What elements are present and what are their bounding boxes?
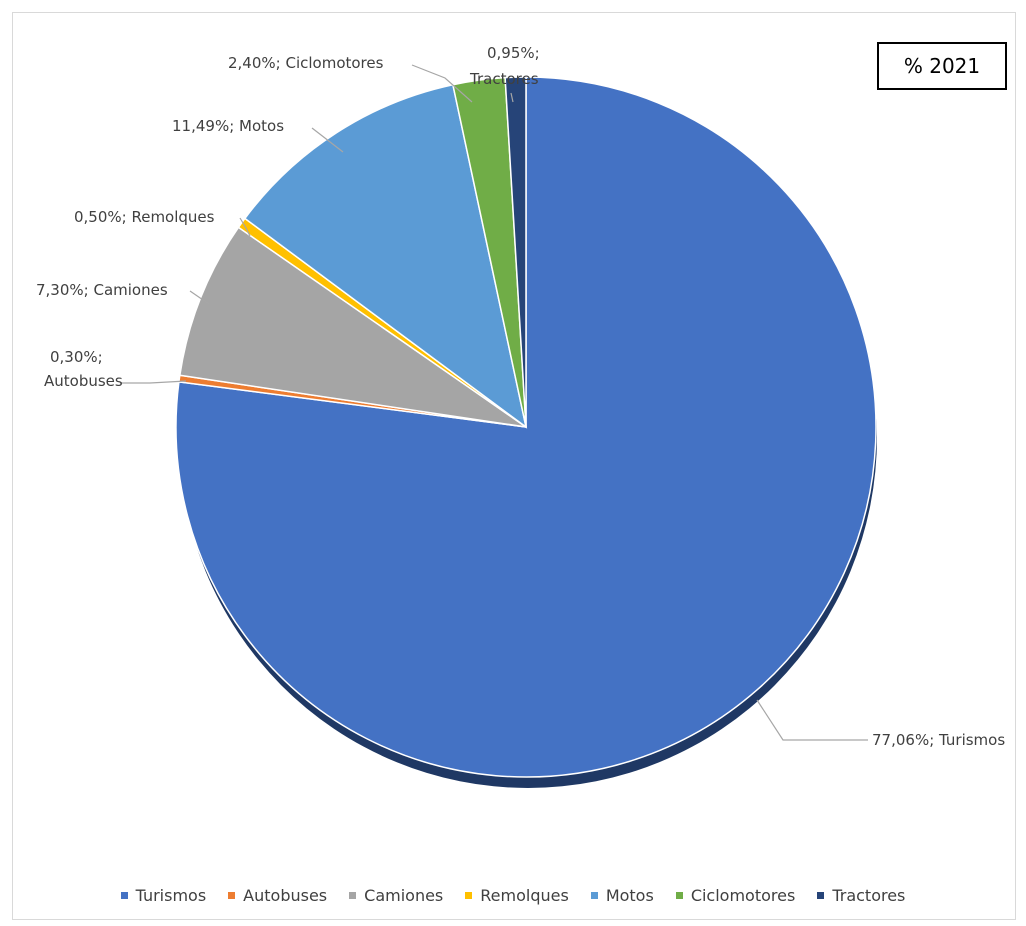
leader-line-ciclomotores — [411, 64, 473, 103]
pie-slice-tractores — [504, 76, 527, 428]
legend-swatch — [675, 892, 683, 899]
leader-line-turismos — [756, 699, 868, 741]
data-label-tractores-name: Tractores — [469, 70, 539, 88]
legend-swatch — [465, 892, 473, 899]
legend-swatch — [349, 892, 357, 899]
legend-label: Motos — [605, 886, 654, 905]
legend-swatch — [590, 892, 598, 899]
leader-line-tractores — [510, 92, 514, 103]
legend-label: Tractores — [832, 886, 906, 905]
legend-label: Ciclomotores — [690, 886, 796, 905]
pie-slice-motos — [243, 83, 528, 429]
data-label-motos: 11,49%; Motos — [172, 117, 284, 135]
legend-label: Camiones — [364, 886, 444, 905]
data-label-camiones: 7,30%; Camiones — [36, 281, 168, 299]
data-label-tractores-value: 0,95%; — [487, 44, 540, 62]
legend-label: Remolques — [480, 886, 569, 905]
legend-swatch — [120, 892, 128, 899]
leader-line-autobuses — [120, 380, 187, 384]
legend-item-ciclomotores: Ciclomotores — [675, 886, 796, 905]
data-label-turismos: 77,06%; Turismos — [872, 731, 1005, 749]
leader-line-camiones — [189, 290, 210, 305]
legend-item-autobuses: Autobuses — [228, 886, 327, 905]
legend-item-tractores: Tractores — [817, 886, 905, 905]
data-label-remolques: 0,50%; Remolques — [74, 208, 215, 226]
legend-item-camiones: Camiones — [349, 886, 443, 905]
leader-line-motos — [311, 127, 344, 153]
legend-swatch — [817, 892, 825, 899]
leader-line-remolques — [239, 217, 251, 237]
data-label-autobuses-name: Autobuses — [44, 372, 123, 390]
pie-slice-turismos — [175, 76, 877, 778]
legend-label: Turismos — [135, 886, 207, 905]
legend-item-turismos: Turismos — [120, 886, 207, 905]
data-label-ciclomotores: 2,40%; Ciclomotores — [228, 54, 384, 72]
legend-item-motos: Motos — [590, 886, 654, 905]
data-label-autobuses-value: 0,30%; — [50, 348, 103, 366]
legend-swatch — [228, 892, 236, 899]
legend: Turismos Autobuses Camiones Remolques Mo… — [0, 886, 1026, 905]
legend-item-remolques: Remolques — [465, 886, 569, 905]
legend-label: Autobuses — [243, 886, 328, 905]
chart-title: % 2021 — [877, 42, 1007, 90]
